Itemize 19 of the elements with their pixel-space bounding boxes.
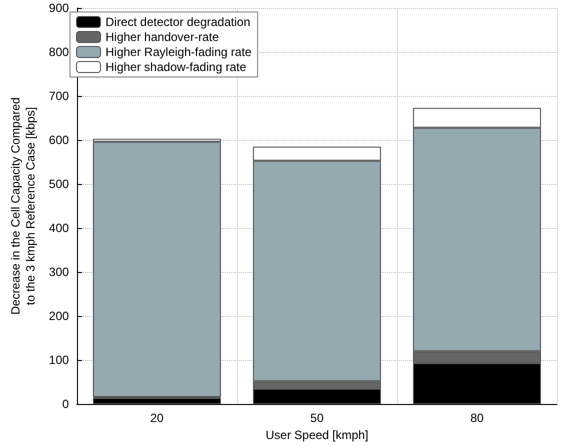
y-tick-label: 900	[48, 1, 70, 15]
x-tick-label: 50	[310, 411, 324, 426]
legend-label: Higher Rayleigh-fading rate	[106, 45, 252, 59]
x-tick-label: 20	[150, 411, 164, 426]
y-tick-label: 600	[48, 133, 70, 148]
y-tick-label: 0	[62, 397, 70, 412]
legend-label: Direct detector degradation	[106, 15, 250, 29]
y-tick-label: 800	[48, 45, 70, 60]
legend-label: Higher handover-rate	[106, 30, 220, 44]
y-tick-label: 500	[48, 177, 70, 192]
x-tick-label: 80	[470, 411, 484, 426]
y-tick-label: 400	[48, 221, 70, 236]
y-axis-title: Decrease in the Cell Capacity Compared to the 3 kmph Reference Case [kbps]	[8, 97, 38, 315]
y-tick-label: 700	[48, 89, 70, 104]
y-tick-label: 200	[48, 309, 70, 324]
y-tick-label: 300	[48, 265, 70, 280]
legend-label: Higher shadow-fading rate	[106, 60, 247, 74]
y-tick-label: 100	[48, 353, 70, 368]
x-axis-title: User Speed [kmph]	[266, 428, 368, 442]
